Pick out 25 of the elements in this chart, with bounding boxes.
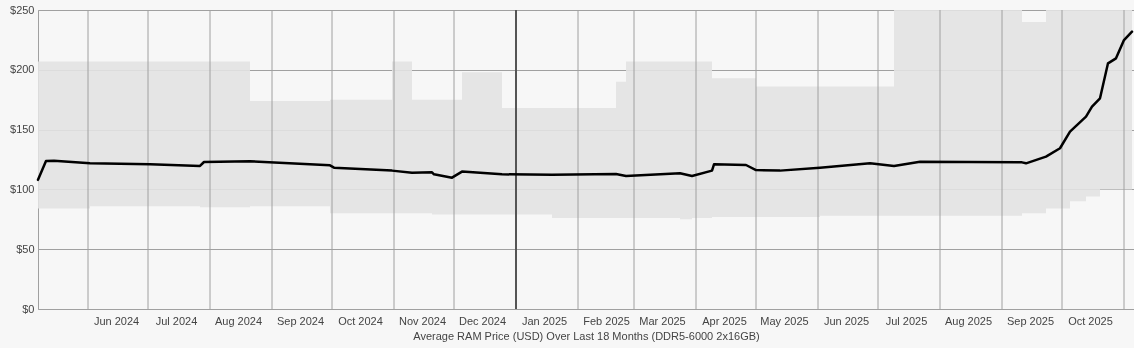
x-tick-label: Sep 2024 — [276, 314, 325, 327]
y-tick-label: $100 — [10, 182, 35, 195]
x-tick-label: Aug 2025 — [944, 314, 993, 327]
x-tick-label: May 2025 — [760, 314, 809, 327]
x-tick-label: Oct 2024 — [338, 314, 383, 327]
y-tick-label: $50 — [16, 242, 35, 255]
x-axis-title: Average RAM Price (USD) Over Last 18 Months (DDR5-6000 2x16GB) — [413, 329, 760, 342]
x-tick-label: Jul 2025 — [885, 314, 928, 327]
x-tick-label: Aug 2024 — [214, 314, 263, 327]
x-tick-label: Jul 2024 — [155, 314, 198, 327]
x-tick-label: Nov 2024 — [398, 314, 447, 327]
x-tick-label: Oct 2025 — [1068, 314, 1113, 327]
y-tick-label: $250 — [10, 3, 35, 16]
x-tick-label: Mar 2025 — [639, 314, 686, 327]
y-tick-label: $200 — [10, 63, 35, 76]
x-tick-label: Feb 2025 — [583, 314, 630, 327]
y-tick-label: $0 — [22, 302, 35, 315]
x-tick-label: Apr 2025 — [702, 314, 747, 327]
y-tick-label: $150 — [10, 123, 35, 136]
x-tick-label: Jun 2025 — [823, 314, 870, 327]
x-tick-label: Sep 2025 — [1006, 314, 1055, 327]
x-tick-label: Dec 2024 — [458, 314, 507, 327]
line-series — [36, 30, 1134, 182]
x-tick-label: Jan 2025 — [521, 314, 568, 327]
x-tick-label: Jun 2024 — [93, 314, 140, 327]
